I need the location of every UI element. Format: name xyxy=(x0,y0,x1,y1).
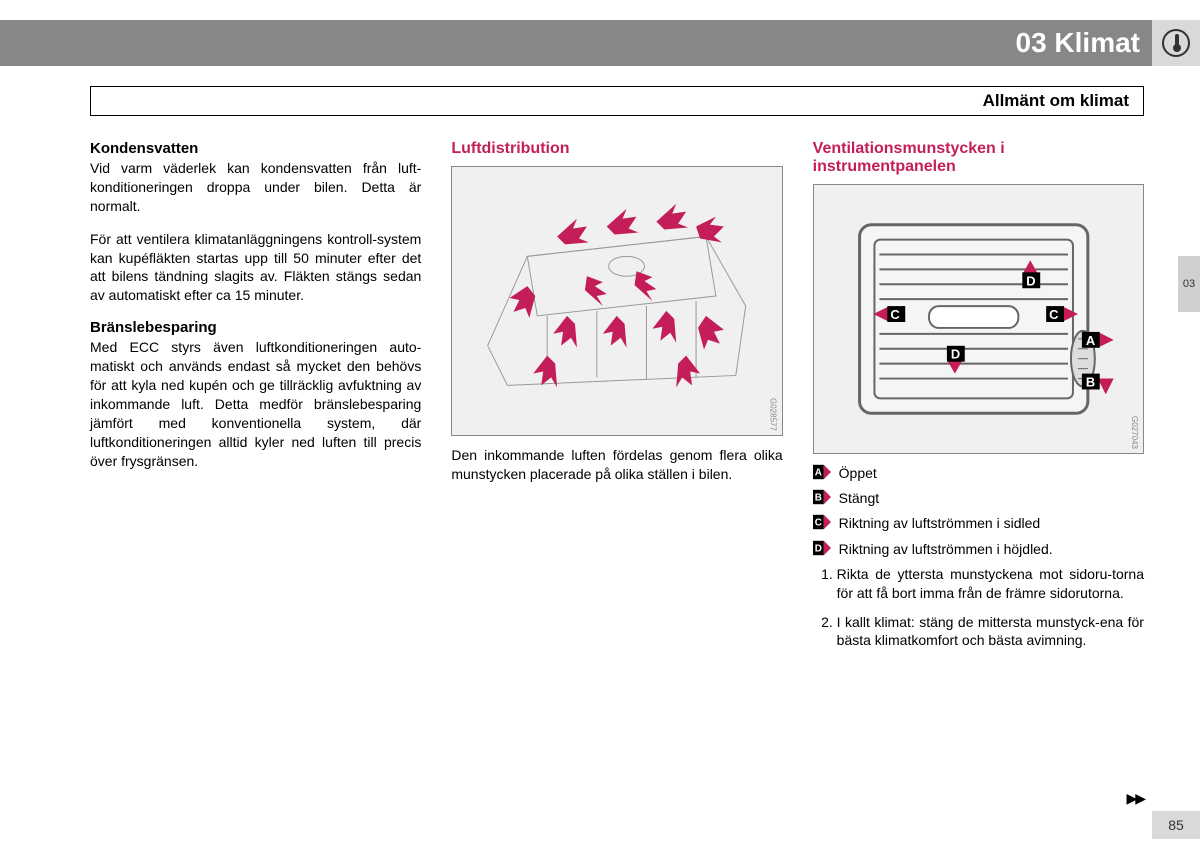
legend-text: Riktning av luftströmmen i höjdled. xyxy=(839,540,1053,558)
section-title: Allmänt om klimat xyxy=(983,91,1129,111)
paragraph: För att ventilera klimatanläggningens ko… xyxy=(90,230,421,306)
legend-item: D Riktning av luftströmmen i höjdled. xyxy=(813,540,1144,558)
chapter-tab: 03 xyxy=(1178,256,1200,312)
car-cutaway-illustration xyxy=(452,167,781,435)
vent-illustration: A B C C D D xyxy=(814,185,1143,453)
thermometer-icon xyxy=(1162,29,1190,57)
legend-item: A Öppet xyxy=(813,464,1144,482)
svg-text:B: B xyxy=(814,493,821,504)
legend-marker-d-icon: D xyxy=(813,540,831,556)
legend-text: Stängt xyxy=(839,489,879,507)
heading-branslebesparing: Bränslebesparing xyxy=(90,319,421,336)
figure-code: G028577 xyxy=(769,398,778,431)
column-2: Luftdistribution xyxy=(451,140,782,660)
chapter-title: 03 Klimat xyxy=(1016,27,1141,59)
list-item: I kallt klimat: stäng de mittersta munst… xyxy=(837,613,1144,651)
column-3: Ventilationsmunstycken i instrumentpanel… xyxy=(813,140,1144,660)
svg-text:A: A xyxy=(1086,333,1095,348)
continue-icon: ▶▶ xyxy=(1126,790,1144,807)
figure-code: G027043 xyxy=(1130,416,1139,449)
legend-list: A Öppet B Stängt C Riktning av luftström… xyxy=(813,464,1144,558)
chapter-header-bar: 03 Klimat xyxy=(0,20,1200,66)
legend-marker-a-icon: A xyxy=(813,464,831,480)
legend-text: Öppet xyxy=(839,464,877,482)
svg-text:D: D xyxy=(951,347,960,362)
heading-ventilation: Ventilationsmunstycken i instrumentpanel… xyxy=(813,140,1144,176)
heading-kondensvatten: Kondensvatten xyxy=(90,140,421,157)
page-number: 85 xyxy=(1168,817,1184,833)
numbered-list: Rikta de yttersta munstyckena mot sidoru… xyxy=(837,565,1144,651)
section-header-band: Allmänt om klimat xyxy=(90,86,1144,116)
paragraph: Med ECC styrs även luftkonditioneringen … xyxy=(90,338,421,470)
chapter-icon-box xyxy=(1152,20,1200,66)
figure-caption: Den inkommande luften fördelas genom fle… xyxy=(451,446,782,484)
legend-text: Riktning av luftströmmen i sidled xyxy=(839,514,1041,532)
column-1: Kondensvatten Vid varm väderlek kan kond… xyxy=(90,140,421,660)
svg-text:B: B xyxy=(1086,374,1095,389)
svg-text:A: A xyxy=(814,468,821,479)
svg-text:C: C xyxy=(890,307,899,322)
page-number-box: 85 xyxy=(1152,811,1200,839)
paragraph: Vid varm väderlek kan kondensvatten från… xyxy=(90,159,421,216)
legend-item: B Stängt xyxy=(813,489,1144,507)
heading-luftdistribution: Luftdistribution xyxy=(451,140,782,158)
svg-text:D: D xyxy=(1026,273,1035,288)
svg-text:D: D xyxy=(814,543,821,554)
legend-item: C Riktning av luftströmmen i sidled xyxy=(813,514,1144,532)
figure-air-distribution: G028577 xyxy=(451,166,782,436)
page-body: Kondensvatten Vid varm väderlek kan kond… xyxy=(90,140,1144,660)
figure-vent-nozzle: A B C C D D G027043 xyxy=(813,184,1144,454)
legend-marker-b-icon: B xyxy=(813,489,831,505)
svg-text:C: C xyxy=(814,518,821,529)
svg-text:C: C xyxy=(1049,307,1058,322)
list-item: Rikta de yttersta munstyckena mot sidoru… xyxy=(837,565,1144,603)
chapter-tab-label: 03 xyxy=(1183,278,1195,290)
legend-marker-c-icon: C xyxy=(813,514,831,530)
